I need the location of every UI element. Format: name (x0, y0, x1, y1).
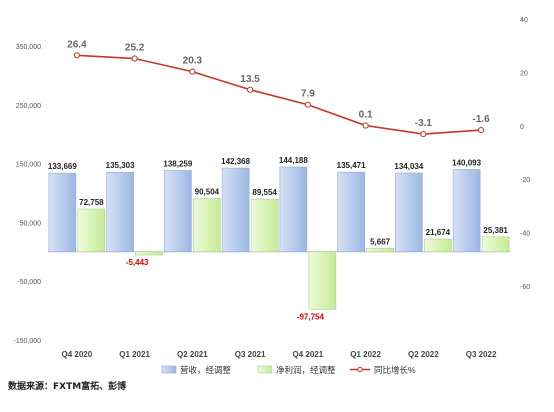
yoy-growth-line (76, 54, 482, 135)
right-axis-tick-label: 0 (520, 124, 524, 131)
net-profit-data-label: -97,754 (297, 312, 325, 321)
revenue-data-label: 134,034 (394, 162, 423, 171)
revenue-bar (164, 170, 192, 253)
source-note: 数据来源：FXTM富拓、彭博 (8, 382, 127, 392)
right-axis-tick-label: 20 (520, 70, 528, 77)
legend-label-yoy: 同比增长% (374, 365, 416, 375)
category-label: Q3 2021 (235, 350, 266, 359)
right-axis-tick-label: -60 (520, 284, 530, 291)
revenue-bar (221, 167, 250, 253)
net-profit-data-label: 25,381 (483, 226, 508, 235)
left-axis-tick-label: 350,000 (16, 44, 41, 51)
revenue-data-label: 142,368 (221, 157, 250, 166)
left-axis-tick-label: -50,000 (17, 279, 41, 286)
right-axis-tick-label: 40 (520, 17, 528, 24)
category-label: Q2 2022 (408, 350, 439, 359)
yoy-growth-point (304, 101, 311, 108)
revenue-bar (48, 172, 77, 253)
labels-layer: 133,669 135,303 138,259 142,368 144,188 135,4… (48, 39, 508, 321)
net-profit-data-label: 5,667 (370, 237, 391, 246)
net-profit-data-label: 90,504 (195, 188, 220, 197)
category-label: Q4 2020 (62, 350, 93, 359)
left-axis-tick-label: -150,000 (13, 338, 41, 345)
revenue-data-label: 144,188 (279, 156, 308, 165)
yoy-growth-point (420, 130, 427, 138)
yoy-growth-point (189, 68, 196, 75)
revenue-bar (395, 172, 423, 253)
left-axis-tick-label: 150,000 (16, 162, 41, 169)
yoy-data-label: -3.1 (415, 118, 433, 129)
net-profit-bar (250, 198, 279, 253)
net-profit-data-label: 21,674 (426, 228, 451, 237)
yoy-growth-point (478, 126, 485, 134)
yoy-data-label: 0.1 (359, 110, 373, 121)
yoy-growth-point (247, 86, 254, 93)
legend-label-net-profit: 净利润，经调整 (276, 365, 336, 375)
revenue-data-label: 133,669 (48, 162, 77, 171)
revenue-data-label: 135,471 (337, 161, 366, 170)
revenue-bar (337, 171, 365, 253)
revenue-bar (106, 171, 134, 253)
yoy-growth-point (131, 55, 138, 62)
net-profit-data-label: 72,758 (79, 198, 104, 207)
category-label: Q1 2021 (119, 350, 150, 359)
revenue-data-label: 140,093 (452, 158, 481, 167)
net-profit-bar (481, 236, 510, 253)
right-axis-tick-label: -40 (520, 231, 530, 238)
yoy-growth-point (73, 52, 80, 59)
yoy-data-label: 25.2 (125, 43, 145, 54)
net-profit-data-label: 89,554 (252, 188, 277, 197)
left-axis-tick-label: 250,000 (16, 103, 41, 110)
net-profit-bar (77, 208, 106, 253)
yoy-data-label: 26.4 (67, 39, 87, 50)
revenue-bar (452, 169, 481, 253)
legend-swatch-revenue (161, 365, 177, 374)
category-label: Q4 2021 (293, 350, 324, 359)
net-profit-bar (308, 251, 337, 310)
bars-layer (48, 166, 510, 310)
net-profit-data-label: -5,443 (126, 258, 149, 267)
net-profit-bar (135, 251, 163, 256)
net-profit-bar (193, 198, 221, 253)
legend-label-revenue: 营收，经调整 (180, 365, 232, 375)
net-profit-bar (424, 238, 452, 253)
legend-swatch-net-profit (257, 365, 273, 374)
category-label: Q3 2022 (466, 350, 497, 359)
yoy-data-label: -1.6 (473, 114, 491, 125)
line-layer (73, 52, 485, 138)
legend: 营收，经调整 净利润，经调整 同比增长% (161, 365, 416, 375)
yoy-data-label: 7.9 (301, 89, 315, 100)
category-label: Q1 2022 (350, 350, 381, 359)
legend-marker-yoy (357, 366, 363, 373)
revenue-data-label: 138,259 (163, 160, 192, 169)
revenue-data-label: 135,303 (106, 161, 135, 170)
category-label: Q2 2021 (177, 350, 208, 359)
yoy-growth-point (362, 122, 369, 129)
revenue-bar (279, 166, 308, 253)
yoy-data-label: 20.3 (183, 56, 203, 67)
left-axis-tick-label: 50,000 (20, 220, 42, 227)
yoy-data-label: 13.5 (240, 74, 260, 85)
right-axis-tick-label: -20 (520, 177, 530, 184)
net-profit-bar (366, 248, 394, 253)
